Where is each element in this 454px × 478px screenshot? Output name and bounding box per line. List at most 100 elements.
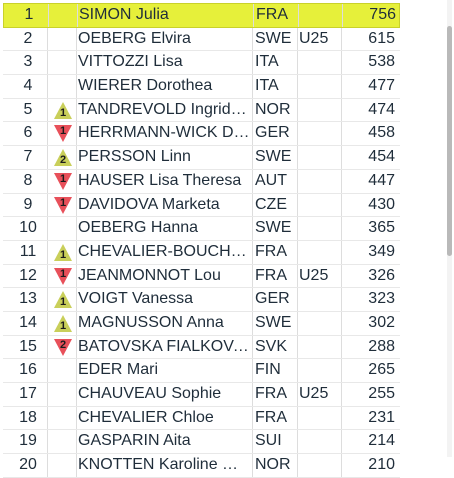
nation-code: SVK (255, 337, 288, 355)
rank-cell: 10 (19, 219, 37, 237)
standings-row[interactable]: 3 VITTOZZI Lisa ITA 538 (3, 51, 400, 76)
points-value: 255 (368, 385, 395, 402)
category-badge (299, 312, 339, 335)
column-divider (252, 146, 253, 169)
column-divider (341, 311, 342, 335)
column-divider (341, 51, 342, 75)
scrollbar-thumb[interactable] (447, 26, 452, 256)
nation-code: AUT (255, 171, 287, 189)
rank-change-value: 1 (59, 296, 67, 309)
nation-code: SWE (255, 29, 292, 47)
rank-down-icon: 1 (54, 196, 72, 214)
column-divider (47, 217, 48, 240)
standings-row[interactable]: 5 1 TANDREVOLD Ingrid L... NOR 474 (3, 98, 400, 123)
standings-row[interactable]: 14 1 MAGNUSSON Anna SWE 302 (3, 311, 400, 336)
standings-row[interactable]: 12 1 JEANMONNOT Lou FRA U25 326 (3, 264, 400, 289)
nation-code: NOR (255, 100, 291, 118)
athlete-name: HAUSER Lisa Theresa (78, 171, 242, 189)
column-divider (47, 122, 48, 146)
standings-row[interactable]: 9 1 DAVIDOVA Marketa CZE 430 (3, 193, 400, 218)
athlete-name: SIMON Julia (79, 6, 169, 23)
rank-cell: 15 (19, 337, 37, 355)
column-divider (76, 383, 77, 406)
column-divider (252, 27, 253, 51)
column-divider (77, 4, 78, 27)
rank-change-value: 2 (59, 338, 67, 351)
standings-row[interactable]: 16 EDER Mari FIN 265 (3, 359, 400, 383)
standings-row[interactable]: 19 GASPARIN Aita SUI 214 (3, 430, 400, 455)
column-divider (297, 406, 298, 430)
standings-row[interactable]: 1 SIMON Julia FRA 756 (3, 3, 400, 28)
column-divider (341, 146, 342, 169)
standings-row[interactable]: 7 2 PERSSON Linn SWE 454 (3, 146, 400, 170)
standings-row[interactable]: 2 OEBERG Elvira SWE U25 615 (3, 27, 400, 52)
points-value: 538 (368, 53, 395, 71)
standings-row[interactable]: 10 OEBERG Hanna SWE 365 (3, 217, 400, 241)
standings-row[interactable]: 15 2 BATOVSKA FIALKOVA ... SVK 288 (3, 335, 400, 360)
category-badge (299, 99, 339, 122)
standings-row[interactable]: 20 KNOTTEN Karoline Off... NOR 210 (3, 454, 400, 478)
standings-row[interactable]: 17 CHAUVEAU Sophie FRA U25 255 (3, 383, 400, 407)
standings-row[interactable]: 8 1 HAUSER Lisa Theresa AUT 447 (3, 169, 400, 194)
column-divider (76, 98, 77, 122)
standings-row[interactable]: 6 1 HERRMANN-WICK De... GER 458 (3, 122, 400, 147)
column-divider (341, 288, 342, 311)
category-badge (299, 75, 339, 98)
nation-code: SWE (255, 219, 292, 237)
column-divider (297, 27, 298, 51)
points-value: 447 (368, 171, 395, 189)
nation-code: SUI (255, 432, 282, 450)
points-value: 477 (368, 77, 395, 95)
standings-row[interactable]: 18 CHEVALIER Chloe FRA 231 (3, 406, 400, 431)
column-divider (341, 98, 342, 122)
nation-code: GER (255, 290, 290, 308)
column-divider (252, 169, 253, 193)
standings-row[interactable]: 13 1 VOIGT Vanessa GER 323 (3, 288, 400, 312)
column-divider (297, 335, 298, 359)
rank-cell: 9 (23, 195, 33, 213)
column-divider (76, 288, 77, 311)
column-divider (47, 406, 48, 430)
category-badge (299, 51, 339, 74)
column-divider (252, 98, 253, 122)
column-divider (47, 240, 48, 264)
column-divider (76, 75, 77, 98)
trend-cell: 1 (52, 312, 74, 335)
athlete-name: CHAUVEAU Sophie (78, 385, 222, 402)
rank-up-icon: 1 (54, 291, 72, 309)
athlete-name: PERSSON Linn (78, 148, 191, 166)
rank-down-icon: 1 (54, 125, 72, 143)
nation-code: FIN (255, 361, 281, 379)
column-divider (341, 240, 342, 264)
rank-change-value: 1 (59, 125, 67, 138)
standings-row[interactable]: 4 WIERER Dorothea ITA 477 (3, 75, 400, 99)
rank-cell: 14 (19, 313, 37, 331)
column-divider (297, 454, 298, 477)
column-divider (47, 169, 48, 193)
rank-cell: 12 (19, 266, 37, 284)
category-badge (299, 170, 339, 193)
standings-row[interactable]: 11 1 CHEVALIER-BOUCHET ... FRA 349 (3, 240, 400, 265)
category-badge (299, 288, 339, 311)
column-divider (47, 75, 48, 98)
athlete-name: MAGNUSSON Anna (78, 313, 224, 331)
athlete-name: OEBERG Elvira (78, 29, 191, 47)
trend-cell: 1 (52, 265, 74, 288)
standings-table: 1 SIMON Julia FRA 756 2 OEBERG Elvira SWE U25 61… (3, 3, 400, 478)
points-value: 265 (368, 361, 395, 379)
trend-cell (52, 28, 74, 51)
points-value: 430 (368, 195, 395, 213)
column-divider (47, 430, 48, 454)
rank-cell: 1 (24, 6, 34, 23)
nation-code: CZE (255, 195, 287, 213)
trend-cell: 1 (52, 99, 74, 122)
points-value: 615 (368, 29, 395, 47)
column-divider (341, 75, 342, 98)
column-divider (298, 4, 299, 27)
points-value: 474 (368, 100, 395, 118)
column-divider (252, 240, 253, 264)
column-divider (342, 4, 343, 27)
column-divider (297, 146, 298, 169)
athlete-name: JEANMONNOT Lou (78, 266, 221, 284)
rank-cell: 13 (19, 290, 37, 308)
